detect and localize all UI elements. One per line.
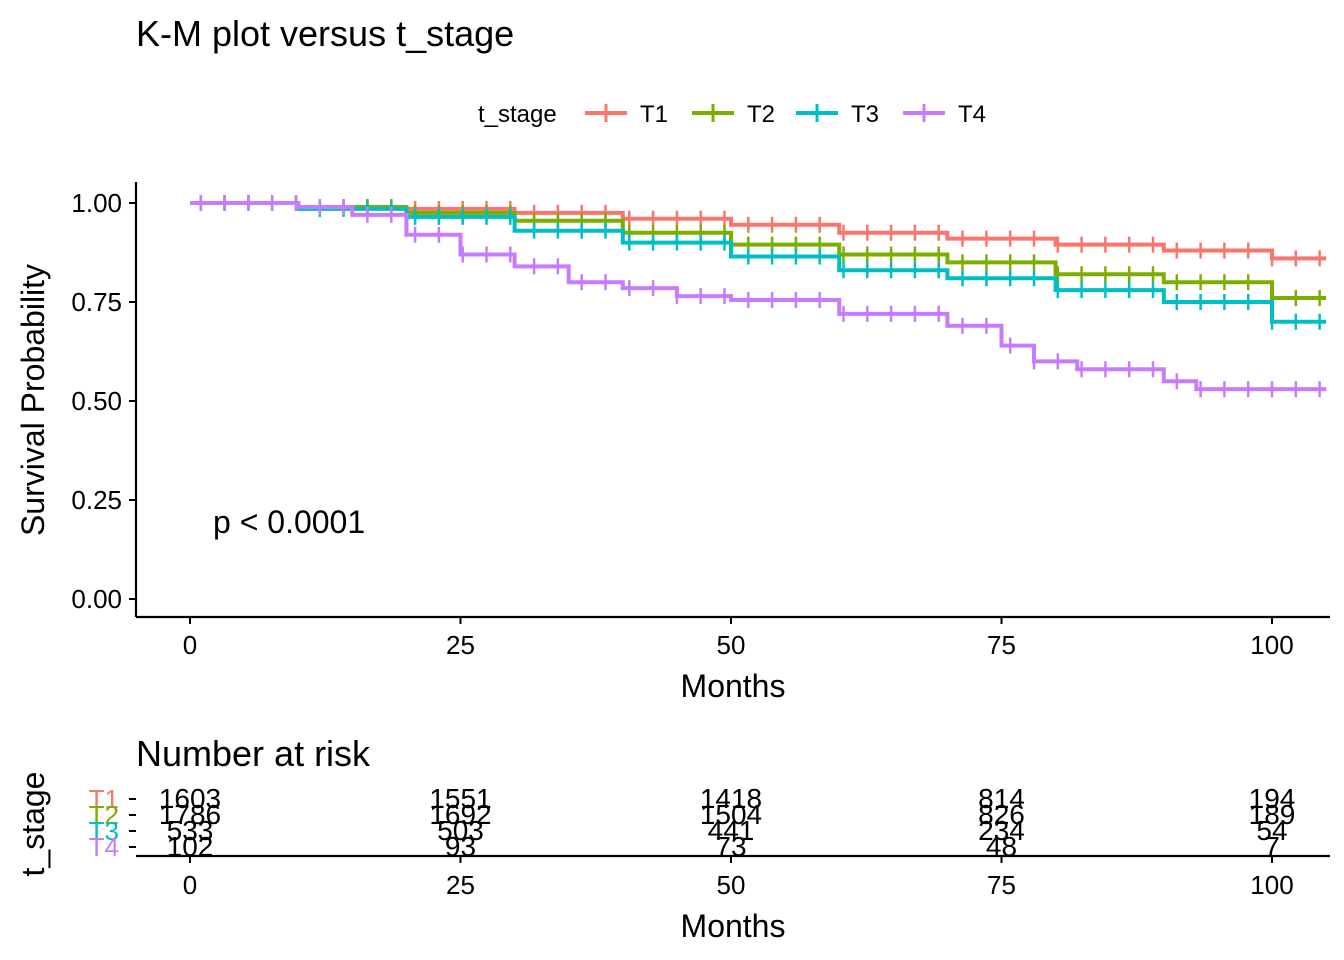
x-tick-label: 100 bbox=[1250, 630, 1293, 660]
legend-item-t1: T1 bbox=[585, 101, 668, 128]
x-tick-label: 75 bbox=[987, 630, 1016, 660]
risk-table: Number at risk T1 1603 1551 1418 814 194 T2 178… bbox=[15, 733, 1330, 944]
legend-label: T1 bbox=[640, 101, 668, 128]
risk-value: 1603 bbox=[159, 783, 221, 814]
series-line-t3 bbox=[190, 201, 1327, 324]
risk-row-label: T1 bbox=[89, 784, 119, 814]
y-tick-label: 0.25 bbox=[71, 485, 122, 515]
risk-value: 234 bbox=[978, 815, 1025, 846]
x-axis-label: Months bbox=[681, 668, 786, 704]
risk-row-t4: T4 102 93 73 48 7 bbox=[89, 831, 1280, 862]
y-tick-label: 1.00 bbox=[71, 188, 122, 218]
risk-value: 1692 bbox=[429, 799, 491, 830]
series-line-t1 bbox=[190, 201, 1327, 261]
risk-x-tick-label: 25 bbox=[446, 870, 475, 900]
legend-item-t2: T2 bbox=[692, 101, 775, 128]
risk-value: 1418 bbox=[700, 783, 762, 814]
x-tick-label: 50 bbox=[717, 630, 746, 660]
legend-label: T4 bbox=[958, 101, 986, 128]
legend-label: T3 bbox=[851, 101, 879, 128]
risk-value: 533 bbox=[167, 815, 214, 846]
risk-x-axis-label: Months bbox=[681, 908, 786, 944]
risk-row-label: T4 bbox=[89, 832, 119, 862]
p-value-annotation: p < 0.0001 bbox=[213, 504, 365, 540]
risk-value: 7 bbox=[1264, 831, 1280, 862]
chart-title: K-M plot versus t_stage bbox=[136, 13, 514, 54]
risk-x-tick-label: 50 bbox=[717, 870, 746, 900]
risk-row-t2: T2 1786 1692 1504 826 189 bbox=[89, 799, 1296, 830]
risk-y-axis-label: t_stage bbox=[15, 772, 51, 877]
y-axis-label: Survival Probability bbox=[15, 264, 51, 536]
risk-value: 503 bbox=[437, 815, 484, 846]
censor-marks-t4 bbox=[199, 195, 1321, 398]
series-line-t2 bbox=[190, 201, 1327, 300]
risk-x-tick-label: 100 bbox=[1250, 870, 1293, 900]
risk-row-label: T3 bbox=[89, 816, 119, 846]
risk-value: 189 bbox=[1249, 799, 1296, 830]
x-tick-label: 0 bbox=[183, 630, 197, 660]
y-tick-label: 0.00 bbox=[71, 584, 122, 614]
km-plot: 0.00 0.25 0.50 0.75 1.00 0 25 50 75 100 p < 0.00… bbox=[15, 182, 1330, 704]
legend-item-t3: T3 bbox=[796, 101, 879, 128]
series-line-t4 bbox=[190, 201, 1327, 392]
legend: t_stage T1 T2 T3 T4 bbox=[478, 101, 986, 128]
risk-value: 1504 bbox=[700, 799, 762, 830]
risk-value: 54 bbox=[1256, 815, 1287, 846]
risk-value: 814 bbox=[978, 783, 1025, 814]
risk-x-tick-label: 75 bbox=[987, 870, 1016, 900]
y-tick-label: 0.50 bbox=[71, 386, 122, 416]
legend-title: t_stage bbox=[478, 101, 557, 128]
risk-row-label: T2 bbox=[89, 800, 119, 830]
risk-x-tick-label: 0 bbox=[183, 870, 197, 900]
x-tick-label: 25 bbox=[446, 630, 475, 660]
y-tick-label: 0.75 bbox=[71, 287, 122, 317]
risk-row-t3: T3 533 503 441 234 54 bbox=[89, 815, 1288, 846]
risk-value: 1786 bbox=[159, 799, 221, 830]
risk-value: 441 bbox=[708, 815, 755, 846]
legend-item-t4: T4 bbox=[903, 101, 986, 128]
risk-row-t1: T1 1603 1551 1418 814 194 bbox=[89, 783, 1296, 814]
risk-table-title: Number at risk bbox=[136, 733, 371, 774]
risk-value: 194 bbox=[1249, 783, 1296, 814]
risk-value: 826 bbox=[978, 799, 1025, 830]
legend-label: T2 bbox=[747, 101, 775, 128]
risk-value: 1551 bbox=[429, 783, 491, 814]
